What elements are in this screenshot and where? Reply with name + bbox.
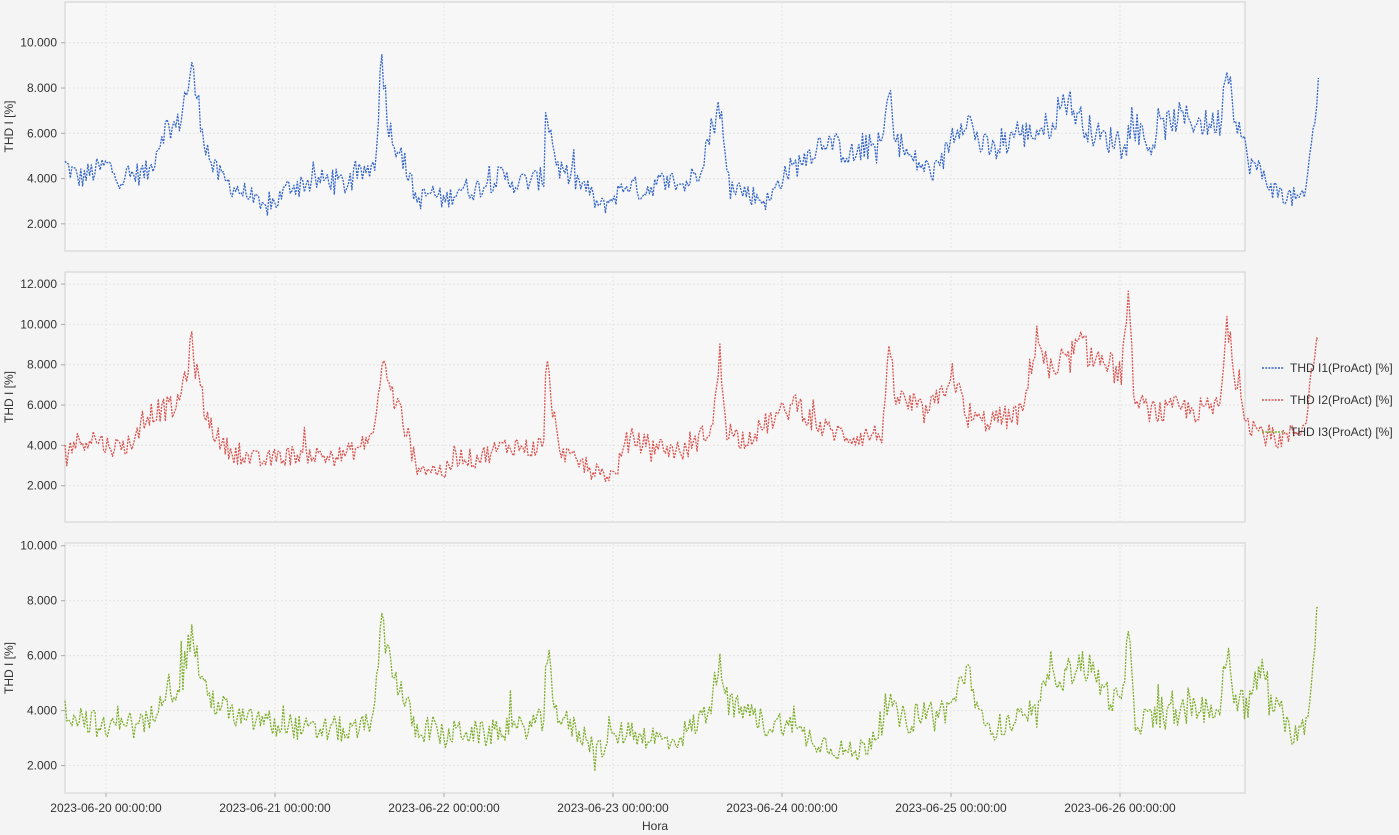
y-axis-title: THD I [%]: [2, 371, 16, 423]
x-tick-label: 2023-06-22 00:00:00: [388, 801, 500, 815]
y-tick-label: 2.000: [27, 759, 57, 773]
legend-label: THD I3(ProAct) [%]: [1290, 425, 1393, 439]
y-axis-title: THD I [%]: [2, 100, 16, 152]
y-tick-label: 6.000: [27, 398, 57, 412]
x-tick-label: 2023-06-24 00:00:00: [726, 801, 838, 815]
series-line-3: [64, 606, 1319, 772]
panel-1: 2.000 4.000 6.000 8.000 10.000 THD I [%]: [2, 1, 1320, 252]
y-tick-label: 4.000: [27, 704, 57, 718]
y-tick-label: 10.000: [20, 317, 57, 331]
x-axis-title: Hora: [642, 819, 668, 833]
y-tick-label: 10.000: [20, 539, 57, 553]
y-tick-label: 2.000: [27, 479, 57, 493]
y-tick-label: 4.000: [27, 172, 57, 186]
x-tick-label: 2023-06-20 00:00:00: [50, 801, 162, 815]
panel-3: 2.000 4.000 6.000 8.000 10.000 THD I [%]: [2, 539, 1319, 794]
plot-area: [64, 542, 1246, 794]
y-tick-label: 10.000: [20, 36, 57, 50]
x-tick-label: 2023-06-23 00:00:00: [557, 801, 669, 815]
panel-2: 2.000 4.000 6.000 8.000 10.000 12.000 THD I [%…: [2, 271, 1319, 523]
y-axis-title: THD I [%]: [2, 642, 16, 694]
plot-area: [64, 271, 1246, 523]
x-tick-label: 2023-06-21 00:00:00: [219, 801, 331, 815]
y-tick-label: 8.000: [27, 594, 57, 608]
legend-label: THD I1(ProAct) [%]: [1290, 361, 1393, 375]
x-tick-label: 2023-06-25 00:00:00: [895, 801, 1007, 815]
plot-area: [64, 1, 1246, 252]
y-tick-label: 6.000: [27, 126, 57, 140]
legend: THD I1(ProAct) [%] THD I2(ProAct) [%] THD …: [1262, 361, 1393, 439]
y-tick-label: 8.000: [27, 358, 57, 372]
legend-item-3: THD I3(ProAct) [%]: [1262, 425, 1393, 439]
y-tick-label: 8.000: [27, 81, 57, 95]
series-line-1: [64, 54, 1320, 216]
y-tick-label: 6.000: [27, 649, 57, 663]
legend-label: THD I2(ProAct) [%]: [1290, 393, 1393, 407]
x-tick-label: 2023-06-26 00:00:00: [1064, 801, 1176, 815]
y-tick-label: 4.000: [27, 438, 57, 452]
legend-item-2: THD I2(ProAct) [%]: [1262, 393, 1393, 407]
x-axis: 2023-06-20 00:00:00 2023-06-21 00:00:00 20…: [50, 793, 1176, 833]
legend-item-1: THD I1(ProAct) [%]: [1262, 361, 1393, 375]
series-line-2: [64, 290, 1319, 483]
y-tick-label: 12.000: [20, 277, 57, 291]
y-tick-label: 2.000: [27, 217, 57, 231]
